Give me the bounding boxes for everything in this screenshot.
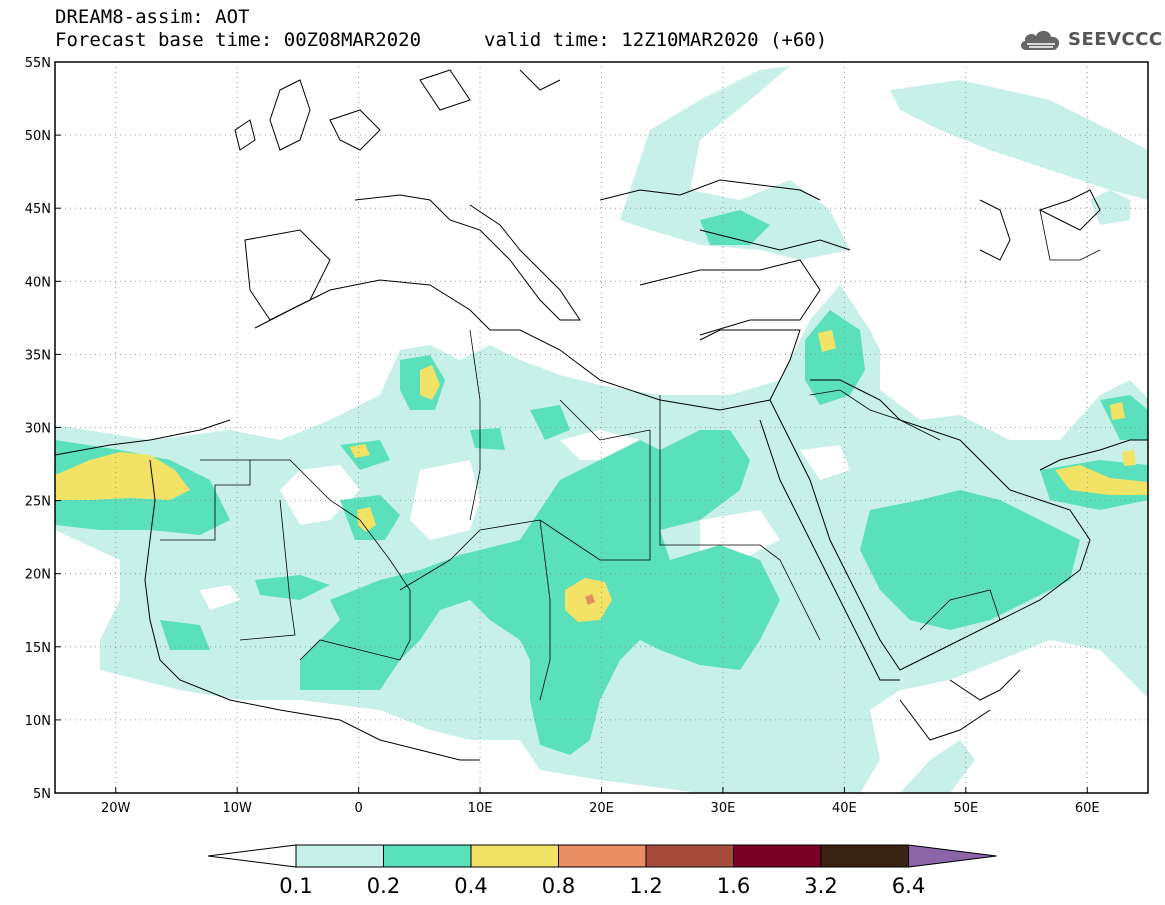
- lat-tick-label: 40N: [25, 275, 51, 290]
- aot-holes: [200, 430, 850, 610]
- colorbar-swatch: [558, 844, 647, 868]
- colorbar-swatch: [645, 844, 734, 868]
- colorbar-swatch: [470, 844, 559, 868]
- colorbar-max-arrow: [908, 844, 997, 868]
- lon-tick-label: 50E: [953, 801, 978, 816]
- colorbar-swatch: [383, 844, 472, 868]
- lat-tick-label: 35N: [25, 348, 51, 363]
- cloud-icon: [1020, 30, 1060, 50]
- map-title: DREAM8-assim: AOT: [55, 6, 250, 28]
- lat-tick-label: 25N: [25, 495, 51, 510]
- forecast-base-time: Forecast base time: 00Z08MAR2020: [55, 29, 422, 51]
- colorbar-level-label: 0.8: [542, 874, 575, 898]
- valid-time: valid time: 12Z10MAR2020 (+60): [484, 29, 828, 51]
- lat-tick-label: 50N: [25, 129, 51, 144]
- lon-tick-label: 40E: [832, 801, 857, 816]
- lat-tick-label: 30N: [25, 422, 51, 437]
- lat-tick-label: 15N: [25, 641, 51, 656]
- logo-text: SEEVCCC: [1068, 28, 1163, 50]
- lon-tick-label: 20W: [101, 801, 131, 816]
- colorbar-swatch: [295, 844, 384, 868]
- lon-tick-label: 0: [354, 801, 362, 816]
- colorbar-swatch: [733, 844, 822, 868]
- colorbar-level-label: 0.2: [367, 874, 400, 898]
- colorbar-level-label: 6.4: [892, 874, 925, 898]
- lon-tick-label: 30E: [711, 801, 736, 816]
- colorbar-labels: 0.1 0.2 0.4 0.8 1.2 1.6 3.2 6.4: [279, 874, 925, 898]
- colorbar-level-label: 0.4: [454, 874, 487, 898]
- seevccc-logo: SEEVCCC: [1018, 24, 1163, 54]
- lat-tick-label: 5N: [33, 787, 51, 802]
- lat-tick-label: 45N: [25, 202, 51, 217]
- lon-tick-label: 10W: [222, 801, 252, 816]
- longitude-tick-labels: 20W 10W 0 10E 20E 30E 40E 50E 60E: [101, 787, 1100, 816]
- lat-tick-label: 55N: [25, 56, 51, 71]
- lon-tick-label: 20E: [589, 801, 614, 816]
- country-borders: [160, 209, 1101, 701]
- coastlines-borders: [55, 69, 1148, 761]
- lat-tick-label: 10N: [25, 714, 51, 729]
- aot-contours: [55, 66, 1148, 793]
- aot-level-0.8: [585, 594, 595, 605]
- lat-tick-label: 20N: [25, 568, 51, 583]
- colorbar: [207, 844, 997, 868]
- colorbar-swatch: [820, 844, 909, 868]
- lon-tick-label: 60E: [1075, 801, 1100, 816]
- colorbar-level-label: 3.2: [804, 874, 837, 898]
- colorbar-min-arrow: [207, 844, 297, 868]
- colorbar-level-label: 0.1: [279, 874, 312, 898]
- colorbar-level-label: 1.6: [717, 874, 750, 898]
- latitude-tick-labels: 5N 10N 15N 20N 25N 30N 35N 40N 45N 50N 55N: [25, 56, 61, 802]
- colorbar-level-label: 1.2: [629, 874, 662, 898]
- lon-tick-label: 10E: [468, 801, 493, 816]
